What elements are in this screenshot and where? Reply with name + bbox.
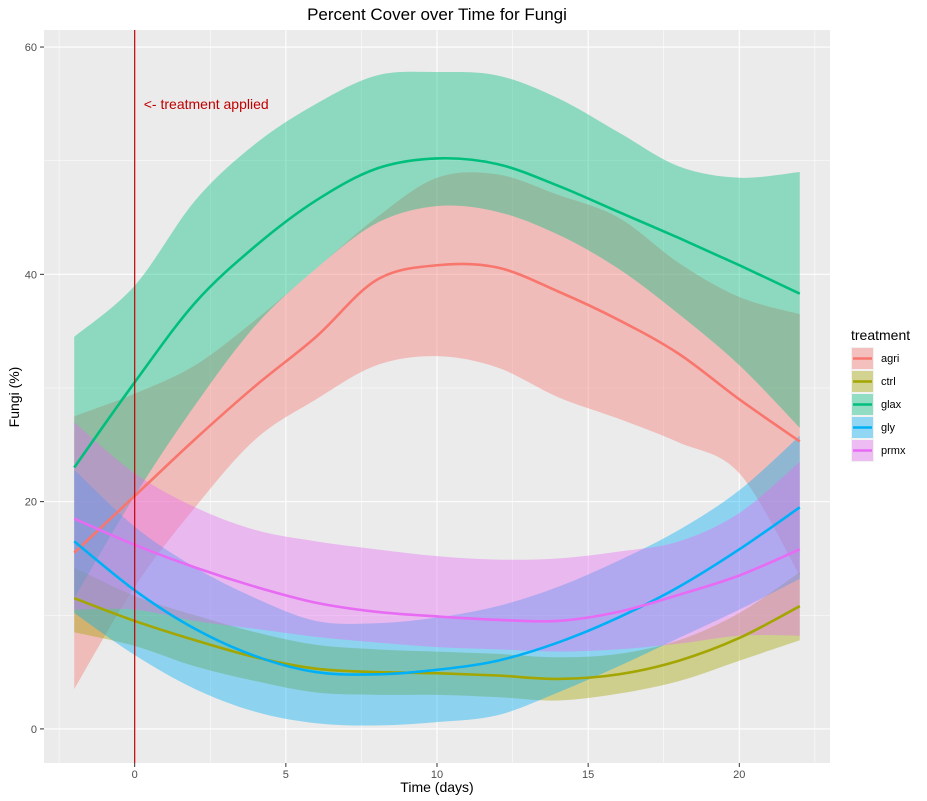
line-ctrl: [73, 597, 801, 681]
x-tick-label: 20: [733, 769, 745, 781]
y-tick-label: 40: [25, 269, 37, 281]
grid: [44, 30, 830, 763]
trend-lines: [73, 156, 801, 681]
band-prmx: [74, 422, 800, 652]
treatment-annotation: <- treatment applied: [144, 96, 269, 112]
legend-label-ctrl: ctrl: [881, 376, 896, 388]
line-agri: [73, 262, 801, 554]
legend: treatment agri ctrl glax gly prmx: [851, 327, 910, 462]
line-gly: [73, 506, 801, 676]
legend-title: treatment: [851, 327, 910, 343]
y-tick-label: 60: [25, 42, 37, 54]
confidence-bands: [74, 71, 800, 726]
legend-label-gly: gly: [881, 422, 896, 434]
band-agri: [74, 172, 800, 690]
chart-title: Percent Cover over Time for Fungi: [307, 5, 567, 24]
legend-label-agri: agri: [881, 353, 899, 365]
x-tick-label: 5: [283, 769, 289, 781]
band-ctrl: [74, 567, 800, 701]
band-gly: [74, 435, 800, 726]
band-glax: [74, 71, 800, 599]
x-tick-label: 10: [431, 769, 443, 781]
x-tick-label: 15: [582, 769, 594, 781]
y-tick-label: 20: [25, 497, 37, 509]
y-axis-title: Fungi (%): [6, 367, 22, 428]
x-axis-title: Time (days): [400, 779, 473, 795]
legend-label-prmx: prmx: [881, 445, 906, 457]
line-glax: [73, 156, 801, 469]
axis-ticks: 0 5 10 15 20 0 20 40 60: [25, 42, 746, 781]
legend-label-glax: glax: [881, 399, 902, 411]
line-prmx: [73, 517, 801, 623]
x-tick-label: 0: [132, 769, 138, 781]
y-tick-label: 0: [31, 724, 37, 736]
